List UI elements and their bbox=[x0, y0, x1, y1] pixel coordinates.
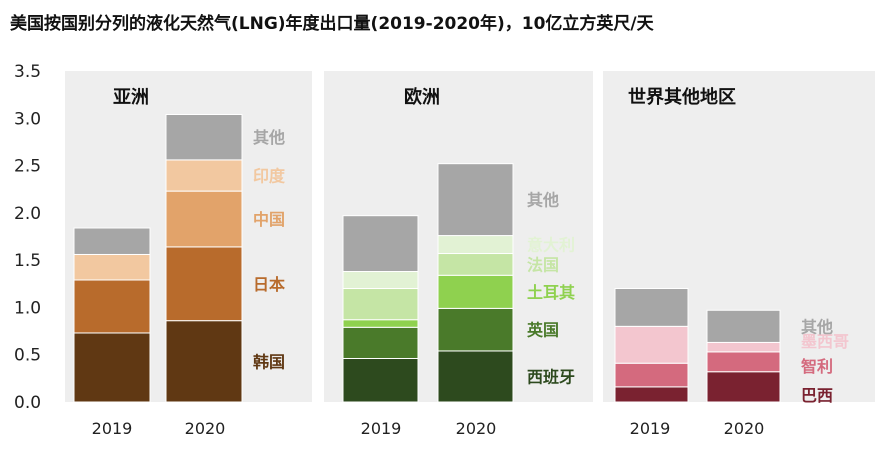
bar-segment bbox=[437, 163, 514, 237]
bar-segment bbox=[437, 350, 514, 403]
bar-segment bbox=[437, 307, 514, 352]
series-label: 墨西哥 bbox=[801, 332, 849, 351]
y-tick-label: 3.5 bbox=[14, 62, 41, 82]
bar-segment bbox=[437, 235, 514, 255]
x-category-label: 2020 bbox=[456, 419, 497, 438]
bar-segment bbox=[342, 215, 419, 272]
x-category-label: 2019 bbox=[361, 419, 402, 438]
bar-segment bbox=[437, 274, 514, 309]
series-label: 意大利 bbox=[527, 236, 575, 255]
y-tick-label: 3.0 bbox=[14, 109, 41, 129]
panel-title: 世界其他地区 bbox=[628, 86, 736, 108]
series-label: 其他 bbox=[527, 191, 559, 210]
y-tick-label: 0.0 bbox=[14, 393, 41, 413]
bar-segment bbox=[73, 332, 151, 403]
bar-segment bbox=[614, 386, 689, 403]
bar-segment bbox=[165, 320, 243, 403]
bar-segment bbox=[614, 362, 689, 388]
series-label: 巴西 bbox=[801, 386, 833, 405]
series-label: 英国 bbox=[526, 321, 559, 340]
y-axis: 0.0 0.5 1.0 1.5 2.0 2.5 3.0 3.5 bbox=[14, 62, 41, 413]
bar-segment bbox=[342, 288, 419, 321]
bar-segment bbox=[73, 227, 151, 255]
bar-segment bbox=[165, 159, 243, 192]
bar-segment bbox=[706, 371, 781, 403]
y-tick-label: 2.5 bbox=[14, 157, 41, 177]
y-tick-label: 0.5 bbox=[14, 346, 41, 366]
panel-1: 亚洲 2019 2020 韩国 日本 中国 印度 其他 bbox=[65, 71, 312, 438]
panel-title: 亚洲 bbox=[113, 87, 149, 108]
bar-segment bbox=[342, 270, 419, 290]
bar-segment bbox=[165, 190, 243, 248]
series-label: 日本 bbox=[253, 275, 285, 294]
series-label: 韩国 bbox=[253, 352, 285, 371]
bar-segment bbox=[342, 357, 419, 403]
bar-segment bbox=[165, 114, 243, 161]
y-tick-label: 2.0 bbox=[14, 204, 41, 224]
series-label: 法国 bbox=[527, 255, 559, 274]
bar-segment bbox=[706, 341, 781, 353]
series-label: 其他 bbox=[801, 317, 833, 336]
series-label: 中国 bbox=[253, 210, 285, 229]
series-label: 其他 bbox=[253, 128, 285, 147]
series-label: 印度 bbox=[253, 167, 286, 186]
bar-segment bbox=[73, 253, 151, 281]
bar-segment bbox=[706, 309, 781, 343]
x-category-label: 2019 bbox=[630, 419, 671, 438]
bar-segment bbox=[342, 319, 419, 328]
chart-title: 美国按国别分列的液化天然气(LNG)年度出口量(2019-2020年)，10亿立… bbox=[10, 13, 655, 34]
y-tick-label: 1.5 bbox=[14, 251, 41, 271]
x-category-label: 2020 bbox=[724, 419, 765, 438]
bar-segment bbox=[73, 279, 151, 334]
x-category-label: 2020 bbox=[185, 419, 226, 438]
y-tick-label: 1.0 bbox=[14, 298, 41, 318]
bar-segment bbox=[437, 253, 514, 276]
bar-segment bbox=[706, 351, 781, 373]
bar-segment bbox=[614, 288, 689, 327]
series-label: 智利 bbox=[801, 357, 833, 376]
series-label: 土耳其 bbox=[527, 283, 575, 302]
series-label: 西班牙 bbox=[527, 367, 575, 386]
bar-segment bbox=[165, 246, 243, 322]
bar-segment bbox=[614, 325, 689, 364]
x-category-label: 2019 bbox=[92, 419, 133, 438]
panel-title: 欧洲 bbox=[404, 86, 440, 108]
bar-segment bbox=[342, 326, 419, 359]
